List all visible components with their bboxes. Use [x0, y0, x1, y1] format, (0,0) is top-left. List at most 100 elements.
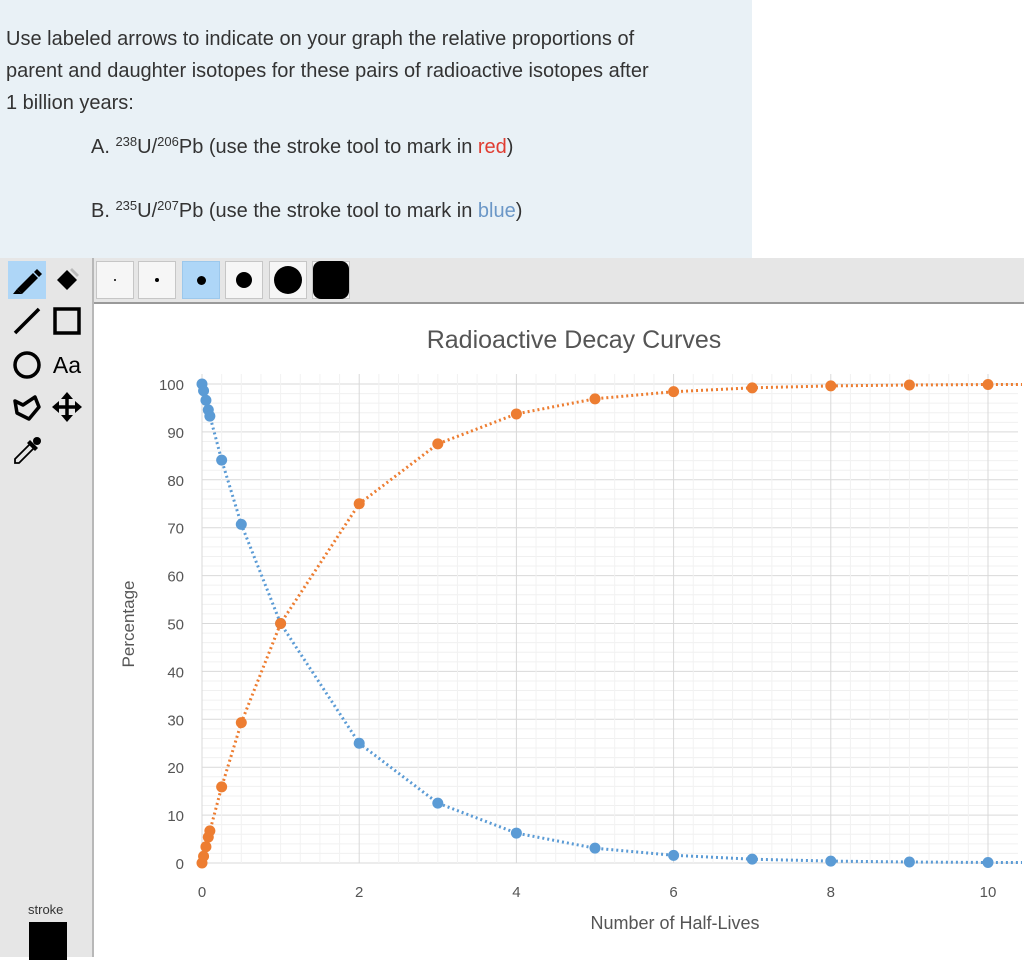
- size-2-dot: [155, 278, 159, 282]
- circle-tool[interactable]: [8, 346, 46, 384]
- x-tick-label: 4: [512, 884, 520, 901]
- item-a-daughter-mass: 206: [157, 134, 179, 149]
- y-axis-label: Percentage: [119, 581, 138, 668]
- item-b-parent-symbol: U/: [137, 200, 158, 222]
- series-2-point: [200, 841, 212, 853]
- stroke-size-2-button[interactable]: [138, 261, 176, 299]
- size-3-dot: [196, 275, 206, 285]
- item-b-parent-mass: 235: [115, 198, 138, 213]
- series-2-point: [668, 386, 680, 398]
- y-tick-label: 20: [167, 760, 184, 777]
- series-1-point: [432, 797, 444, 809]
- item-b: B. 235U/207Pb (use the stroke tool to ma…: [91, 198, 522, 223]
- series-1-point: [903, 856, 915, 868]
- series-2-point: [510, 408, 522, 420]
- rectangle-icon: [53, 307, 81, 335]
- size-4-dot: [236, 272, 252, 288]
- series-2-point: [746, 382, 758, 394]
- series-1-point: [198, 385, 210, 397]
- y-tick-label: 40: [167, 664, 184, 681]
- polygon-tool[interactable]: [8, 388, 46, 426]
- eraser-tool[interactable]: [48, 261, 86, 299]
- series-1-point: [825, 855, 837, 867]
- move-icon: [52, 392, 82, 422]
- series-1-point: [235, 518, 247, 530]
- item-b-daughter-symbol: Pb: [178, 200, 204, 222]
- series-1-point: [353, 737, 365, 749]
- y-tick-label: 50: [167, 617, 184, 634]
- eraser-icon: [57, 268, 79, 290]
- y-tick-label: 30: [167, 712, 184, 729]
- chart-title: Radioactive Decay Curves: [427, 326, 722, 354]
- eyedropper-icon: [14, 437, 41, 464]
- polygon-icon: [13, 395, 41, 421]
- item-b-prefix: B.: [91, 200, 116, 222]
- line-icon: [13, 307, 41, 335]
- series-2-point: [432, 438, 444, 450]
- question-text-line2: parent and daughter isotopes for these p…: [6, 60, 649, 82]
- item-b-close: ): [515, 200, 523, 222]
- pencil-icon: [13, 269, 42, 294]
- x-tick-label: 6: [669, 884, 677, 901]
- series-2-point: [589, 393, 601, 405]
- series-2-point: [982, 378, 994, 390]
- y-tick-label: 90: [167, 425, 184, 442]
- series-2-point: [204, 825, 216, 837]
- text-icon: Aa: [52, 351, 82, 378]
- series-1-point: [589, 842, 601, 854]
- text-tool[interactable]: Aa: [48, 346, 86, 384]
- y-tick-labels: 0 10 20 30 40 50 60 70 80 90 100: [159, 377, 184, 873]
- series-2-point: [216, 781, 228, 793]
- series-2-point: [275, 618, 287, 629]
- item-a-color-word: red: [477, 136, 507, 158]
- x-tick-label: 2: [355, 884, 363, 901]
- series-1-point: [746, 853, 758, 865]
- series-2-point: [825, 380, 837, 392]
- stroke-size-1-button[interactable]: [96, 261, 134, 299]
- line-tool[interactable]: [8, 302, 46, 340]
- x-axis-label: Number of Half-Lives: [590, 913, 759, 933]
- stroke-color-swatch[interactable]: [29, 922, 67, 960]
- stroke-label: stroke: [28, 902, 64, 917]
- eyedropper-tool[interactable]: [8, 432, 46, 470]
- rectangle-tool[interactable]: [48, 302, 86, 340]
- x-tick-labels: 0 2 4 6 8 10: [198, 884, 997, 901]
- size-6-dot: [313, 261, 349, 299]
- question-text-line1: Use labeled arrows to indicate on your g…: [6, 28, 635, 50]
- stroke-size-toolbar: [94, 258, 1024, 304]
- decay-chart: Radioactive Decay Curves 010203040506070…: [119, 326, 1022, 933]
- series-1-point: [982, 857, 994, 869]
- question-text-line3: 1 billion years:: [6, 92, 134, 114]
- item-a-daughter-symbol: Pb: [178, 136, 204, 158]
- y-tick-label: 10: [167, 808, 184, 825]
- series-1-point: [510, 827, 522, 839]
- pencil-tool[interactable]: [8, 261, 46, 299]
- chart-grid: [201, 374, 1018, 864]
- item-b-daughter-mass: 207: [157, 198, 179, 213]
- series-1-point: [204, 410, 216, 422]
- stroke-size-3-button[interactable]: [182, 261, 220, 299]
- y-tick-label: 80: [167, 473, 184, 490]
- tool-panel: Aa stroke: [0, 258, 94, 960]
- y-tick-label: 60: [167, 569, 184, 586]
- item-a: A. 238U/206Pb (use the stroke tool to ma…: [91, 134, 513, 159]
- stroke-size-4-button[interactable]: [225, 261, 263, 299]
- move-tool[interactable]: [48, 388, 86, 426]
- y-tick-label: 0: [176, 856, 184, 873]
- item-a-prefix: A.: [91, 136, 116, 158]
- x-tick-label: 0: [198, 884, 206, 901]
- series-2-point: [903, 379, 915, 391]
- item-a-parent-mass: 238: [115, 134, 138, 149]
- x-tick-label: 10: [980, 884, 997, 901]
- x-tick-label: 8: [827, 884, 835, 901]
- series-1-point: [200, 394, 212, 406]
- series-1-point: [216, 454, 228, 466]
- circle-icon: [13, 351, 41, 379]
- item-a-instruction: (use the stroke tool to mark in: [203, 136, 478, 158]
- stroke-size-6-button[interactable]: [312, 261, 350, 299]
- y-tick-label: 100: [159, 377, 184, 394]
- size-5-dot: [274, 266, 302, 294]
- drawing-canvas[interactable]: Radioactive Decay Curves 0 10 20 30 40 50 60 70…: [94, 304, 1024, 957]
- stroke-size-5-button[interactable]: [269, 261, 307, 299]
- series-2-point: [235, 717, 247, 729]
